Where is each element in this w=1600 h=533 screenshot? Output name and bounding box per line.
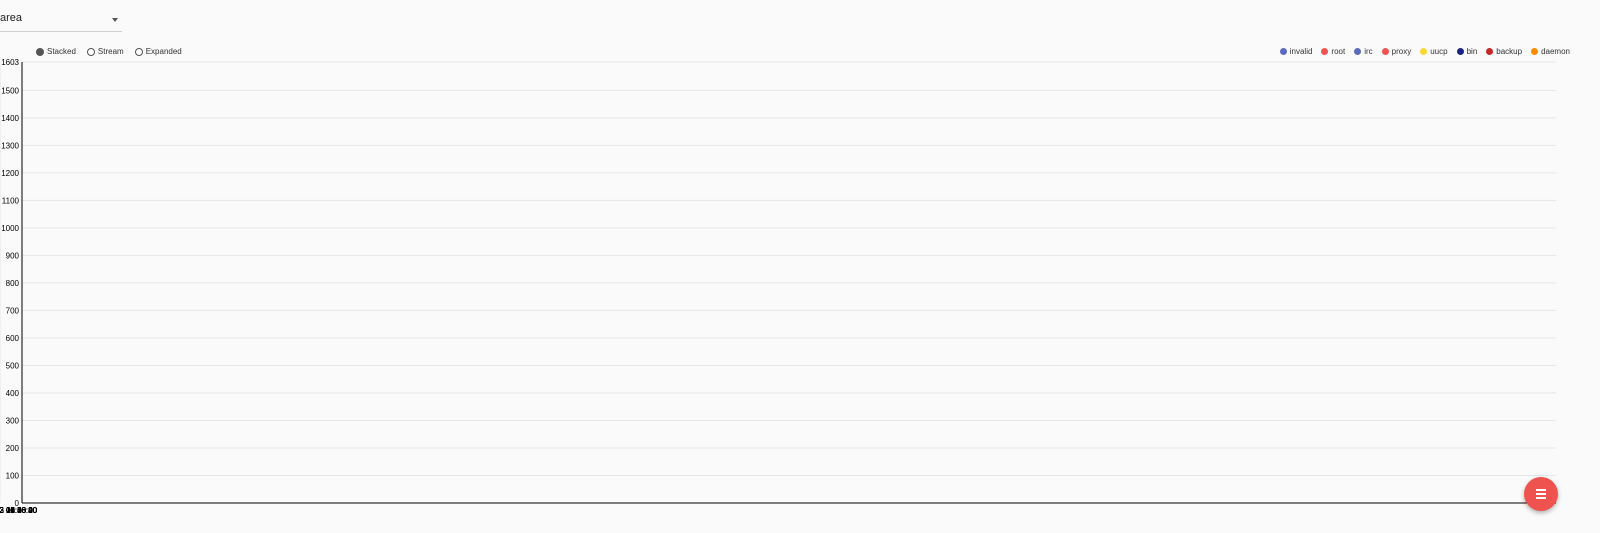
y-tick-label: 900: [6, 251, 20, 260]
y-tick-label: 1603: [1, 58, 19, 67]
y-tick-label: 800: [6, 279, 20, 288]
control-expanded[interactable]: Expanded: [134, 47, 182, 56]
x-tick-label: 2017-10-13 04:20:00: [0, 506, 38, 515]
legend-dot: [1279, 48, 1287, 55]
legend-label: invalid: [1289, 47, 1313, 56]
x-tick-label: 2017-10-13 15:26:40: [0, 506, 38, 515]
y-tick-label: 1100: [2, 196, 20, 205]
legend-label: irc: [1364, 47, 1373, 56]
radio-icon: [86, 47, 95, 56]
x-tick-label: 2017-10-13 11:16:40: [0, 506, 37, 515]
x-tick-label: 2017-10-13 01:33:20: [0, 506, 38, 515]
x-tick-label: 2017-10-13 02:56:40: [0, 506, 38, 515]
y-tick-label: 600: [6, 334, 20, 343]
legend-dot: [1354, 48, 1362, 55]
x-tick-label: 2017-10-13 09:53:20: [0, 506, 38, 515]
x-tick-label: 2017-10-13 08:30:00: [0, 506, 38, 515]
radio-icon: [36, 47, 44, 56]
x-tick-label: 2017-10-13 05:43:20: [0, 506, 38, 515]
legend-dot: [1321, 48, 1329, 55]
legend-dot: [1381, 48, 1389, 55]
legend-label: backup: [1496, 47, 1523, 56]
legend-item-backup[interactable]: backup: [1486, 47, 1522, 56]
y-tick-label: 300: [6, 416, 20, 425]
legend-item-daemon[interactable]: daemon: [1531, 47, 1570, 56]
y-tick-label: 1200: [1, 169, 19, 178]
x-tick-label: 2017-10-12 22:46:40: [0, 506, 38, 515]
control-stacked[interactable]: Stacked: [36, 47, 76, 56]
control-label: Expanded: [145, 47, 182, 56]
x-tick-label: 2017-10-12 20:00:00: [0, 506, 38, 515]
legend-label: bin: [1466, 47, 1478, 56]
legend: invalid root irc proxy uucp bin backup d…: [1279, 47, 1570, 56]
legend-label: root: [1331, 47, 1346, 56]
x-tick-label: 2017-10-12 18:36:40: [0, 506, 38, 515]
chart-type-select[interactable]: area: [0, 6, 122, 32]
legend-item-proxy[interactable]: proxy: [1381, 47, 1412, 56]
y-tick-label: 700: [6, 306, 20, 315]
x-tick-label: 2017-10-13 16:50:00: [0, 506, 38, 515]
x-tick-label: 2017-10-13 12:40:00: [0, 506, 38, 515]
y-tick-label: 1500: [1, 86, 19, 95]
legend-dot: [1486, 48, 1494, 55]
radio-icon: [134, 47, 143, 56]
y-tick-label: 200: [6, 444, 20, 453]
menu-icon-line: [1536, 497, 1546, 499]
control-label: Stream: [97, 47, 124, 56]
legend-item-uucp[interactable]: uucp: [1420, 47, 1448, 56]
legend-label: daemon: [1541, 47, 1570, 56]
legend-item-bin[interactable]: bin: [1456, 47, 1478, 56]
legend-dot: [1531, 48, 1539, 55]
x-tick-label: 2017-10-13 07:06:40: [0, 506, 38, 515]
legend-item-root[interactable]: root: [1321, 47, 1345, 56]
menu-fab-button[interactable]: [1524, 477, 1558, 511]
chart-type-value: area: [0, 12, 23, 24]
y-tick-label: 1000: [1, 224, 19, 233]
stack-mode-controls: Stacked Stream Expanded: [36, 47, 182, 56]
control-label: Stacked: [47, 47, 76, 56]
y-tick-label: 100: [6, 471, 20, 480]
y-tick-label: 1400: [1, 114, 19, 123]
legend-item-irc[interactable]: irc: [1354, 47, 1373, 56]
legend-dot: [1420, 48, 1428, 55]
legend-item-invalid[interactable]: invalid: [1279, 47, 1313, 56]
control-stream[interactable]: Stream: [86, 47, 124, 56]
menu-icon: [1536, 489, 1546, 491]
x-tick-label: 2017-10-13 14:03:20: [0, 506, 38, 515]
y-tick-label: 400: [6, 389, 20, 398]
y-tick-label: 0: [15, 499, 20, 508]
legend-label: proxy: [1391, 47, 1412, 56]
legend-label: uucp: [1430, 47, 1448, 56]
chevron-down-icon: [112, 18, 118, 22]
y-tick-label: 1300: [1, 141, 19, 150]
y-tick-label: 500: [6, 361, 20, 370]
x-tick-label: 2017-10-13 00:10:00: [0, 506, 38, 515]
menu-icon-line: [1536, 493, 1546, 495]
x-tick-label: 2017-10-12 21:23:20: [0, 506, 38, 515]
legend-dot: [1456, 48, 1464, 55]
